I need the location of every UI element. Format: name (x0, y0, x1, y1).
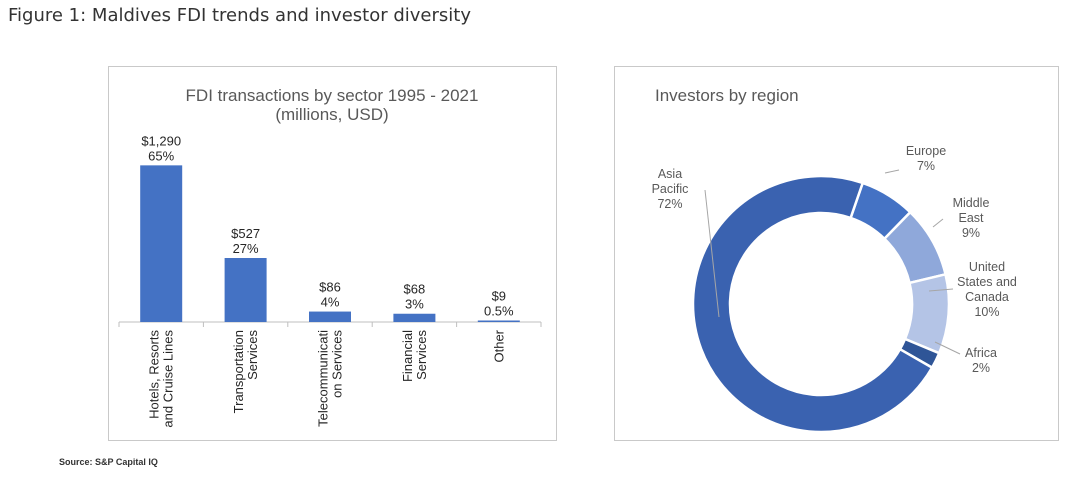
donut-slice (691, 174, 934, 434)
slice-percent-label: 9% (962, 226, 980, 240)
x-tick-label-line: Other (491, 329, 506, 362)
donut-chart-title: Investors by region (655, 86, 799, 105)
bar-chart-title: FDI transactions by sector 1995 - 2021 (186, 86, 479, 105)
x-tick-label: Hotels, Resorts and Cruise Lines (147, 330, 176, 428)
x-tick-label-line: Transportation (231, 330, 246, 413)
bar-chart-panel: FDI transactions by sector 1995 - 2021 (m… (108, 66, 557, 441)
slice-name-label: States and (957, 275, 1017, 289)
slice-percent-label: 7% (917, 159, 935, 173)
bar-chart: FDI transactions by sector 1995 - 2021(m… (118, 86, 542, 428)
x-tick-label: Transportation Services (231, 330, 260, 414)
bar-percent-label: 4% (321, 295, 340, 310)
x-tick-label: Telecommunicati on Services (316, 330, 345, 427)
leader-line (934, 341, 961, 355)
x-tick-label-line: Hotels, Resorts (147, 330, 162, 419)
slice-name-label: United (969, 260, 1005, 274)
x-tick-label-line: Financial (400, 330, 415, 382)
bar (393, 313, 436, 322)
leader-line (928, 288, 954, 292)
source-note: Source: S&P Capital IQ (59, 457, 158, 467)
slice-name-label: Europe (906, 144, 946, 158)
slice-percent-label: 2% (972, 361, 990, 375)
slice-name-label: Asia (658, 167, 682, 181)
bar (309, 311, 351, 322)
x-tick-label-line: Services (414, 330, 429, 380)
slice-name-label: East (958, 211, 984, 225)
bar (224, 258, 267, 322)
slice-percent-label: 10% (974, 305, 999, 319)
slice-name-label: Africa (965, 346, 997, 360)
bar-percent-label: 0.5% (484, 304, 514, 319)
slice-percent-label: 72% (657, 197, 682, 211)
x-tick-label-line: and Cruise Lines (161, 330, 176, 428)
bar-percent-label: 3% (405, 297, 424, 312)
bar-value-label: $1,290 (141, 133, 181, 148)
leader-line (704, 189, 720, 318)
bar-percent-label: 27% (233, 241, 259, 256)
bar-value-label: $68 (404, 282, 426, 297)
figure-title: Figure 1: Maldives FDI trends and invest… (8, 5, 471, 26)
bar-chart-subtitle: (millions, USD) (275, 105, 388, 124)
slice-name-label: Middle (953, 196, 990, 210)
donut-chart-panel: Investors by region Europe 7% Middle East 9% U… (614, 66, 1059, 441)
leader-line (932, 218, 944, 228)
x-tick-label: Financial Services (400, 330, 429, 383)
x-tick-label-line: Telecommunicati (316, 330, 331, 427)
bar (477, 320, 520, 322)
x-tick-label-line: on Services (330, 330, 345, 398)
slice-name-label: Canada (965, 290, 1009, 304)
x-tick-label: Other (491, 329, 506, 362)
bar-percent-label: 65% (148, 148, 174, 163)
bar-value-label: $527 (231, 226, 260, 241)
leader-line (884, 169, 900, 174)
slice-name-label: Pacific (652, 182, 689, 196)
bar (140, 165, 183, 322)
x-tick-label-line: Services (245, 330, 260, 380)
bar-value-label: $9 (492, 289, 506, 304)
bar-value-label: $86 (319, 280, 341, 295)
